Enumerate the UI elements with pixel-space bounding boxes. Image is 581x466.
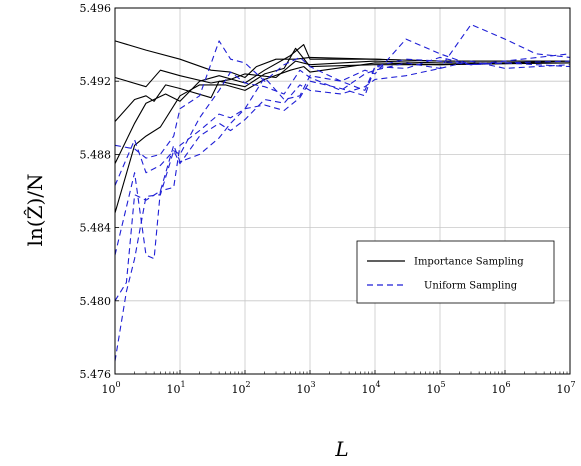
legend-box: [356, 240, 555, 304]
series-uniform-line: [114, 40, 571, 159]
x-tick-label: 107: [556, 380, 575, 396]
series-uniform-line: [114, 58, 571, 302]
x-tick-label: 102: [231, 380, 250, 396]
x-tick-labels: 100 101 102 103 104 105 106 107: [101, 380, 575, 396]
y-tick-label: 5.492: [80, 75, 112, 88]
y-tick-label: 5.488: [80, 148, 112, 161]
y-axis-label: ln(Ẑ)/N: [23, 173, 47, 246]
series-uniform-line: [114, 23, 571, 186]
series-importance-line: [114, 47, 571, 122]
x-axis-label: L: [334, 437, 348, 461]
x-tick-label: 106: [491, 380, 510, 396]
series-uniform-line: [114, 60, 571, 362]
y-tick-label: 5.484: [80, 222, 112, 235]
x-tick-label: 100: [101, 380, 120, 396]
y-tick-labels: 5.476 5.480 5.484 5.488 5.492 5.496: [80, 2, 112, 381]
legend: Importance Sampling Uniform Sampling: [356, 240, 555, 304]
legend-label-uniform: Uniform Sampling: [424, 281, 518, 292]
x-tick-label: 105: [426, 380, 445, 396]
plot-frame: [114, 7, 571, 375]
series-importance-line: [114, 62, 570, 214]
x-tick-label: 104: [361, 380, 380, 396]
series-layer: [114, 23, 571, 362]
x-tick-label: 103: [296, 380, 315, 396]
x-tick-label: 101: [166, 380, 185, 396]
y-tick-label: 5.480: [80, 295, 112, 308]
y-tick-label: 5.496: [80, 2, 112, 15]
ticks: [114, 7, 571, 375]
series-uniform-line: [114, 38, 571, 260]
series-importance-line: [114, 60, 571, 88]
y-tick-label: 5.476: [80, 368, 112, 381]
legend-label-importance: Importance Sampling: [414, 257, 524, 268]
